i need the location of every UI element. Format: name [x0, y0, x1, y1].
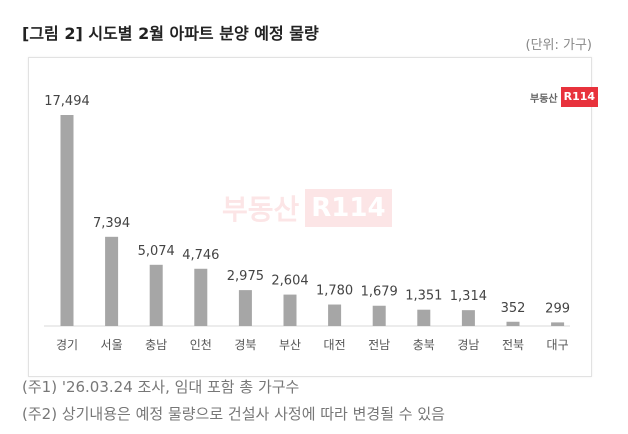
- category-label: 경기: [56, 338, 78, 352]
- watermark-badge: R114: [305, 189, 392, 227]
- category-label: 전남: [368, 338, 390, 352]
- chart-frame: [28, 57, 592, 377]
- bar-1: [105, 236, 119, 326]
- logo-badge: R114: [560, 87, 599, 107]
- bar-2: [149, 264, 163, 326]
- data-label: 1,351: [405, 289, 442, 304]
- note-2: (주2) 상기내용은 예정 물량으로 건설사 사정에 따라 변경될 수 있음: [22, 405, 445, 423]
- note-1: (주1) '26.03.24 조사, 임대 포함 총 가구수: [22, 378, 300, 396]
- data-label: 1,314: [450, 289, 487, 304]
- chart-title: [그림 2] 시도별 2월 아파트 분양 예정 물량: [22, 24, 319, 43]
- category-label: 대전: [324, 338, 346, 352]
- watermark-text: 부동산: [222, 193, 300, 226]
- unit-label: (단위: 가구): [525, 38, 593, 53]
- category-label: 부산: [279, 338, 301, 352]
- bar-6: [328, 304, 342, 326]
- data-label: 4,746: [182, 248, 219, 263]
- data-label: 2,604: [271, 274, 308, 289]
- bar-5: [283, 294, 297, 326]
- bar-9: [461, 310, 475, 326]
- data-label: 5,074: [138, 244, 175, 259]
- bar-3: [194, 268, 208, 326]
- bar-11: [551, 322, 565, 326]
- logo-text: 부동산: [530, 93, 558, 105]
- category-label: 충북: [413, 338, 435, 352]
- category-label: 경북: [234, 338, 256, 352]
- data-label: 352: [501, 301, 526, 316]
- bar-0: [60, 115, 74, 326]
- category-label: 대구: [547, 338, 569, 352]
- bar-8: [417, 309, 431, 326]
- category-label: 충남: [145, 338, 167, 352]
- bar-4: [238, 290, 252, 326]
- data-label: 299: [545, 301, 570, 316]
- data-label: 7,394: [93, 216, 130, 231]
- bar-10: [506, 321, 520, 326]
- data-label: 17,494: [44, 94, 90, 109]
- brand-logo: 부동산 R114: [530, 87, 599, 107]
- watermark-logo: 부동산 R114: [222, 188, 392, 228]
- data-label: 1,679: [361, 285, 398, 300]
- category-label: 전북: [502, 338, 524, 352]
- data-label: 2,975: [227, 269, 264, 284]
- category-label: 서울: [101, 338, 123, 352]
- bar-7: [372, 305, 386, 326]
- category-label: 인천: [190, 337, 212, 352]
- data-label: 1,780: [316, 284, 353, 299]
- category-label: 경남: [457, 338, 479, 352]
